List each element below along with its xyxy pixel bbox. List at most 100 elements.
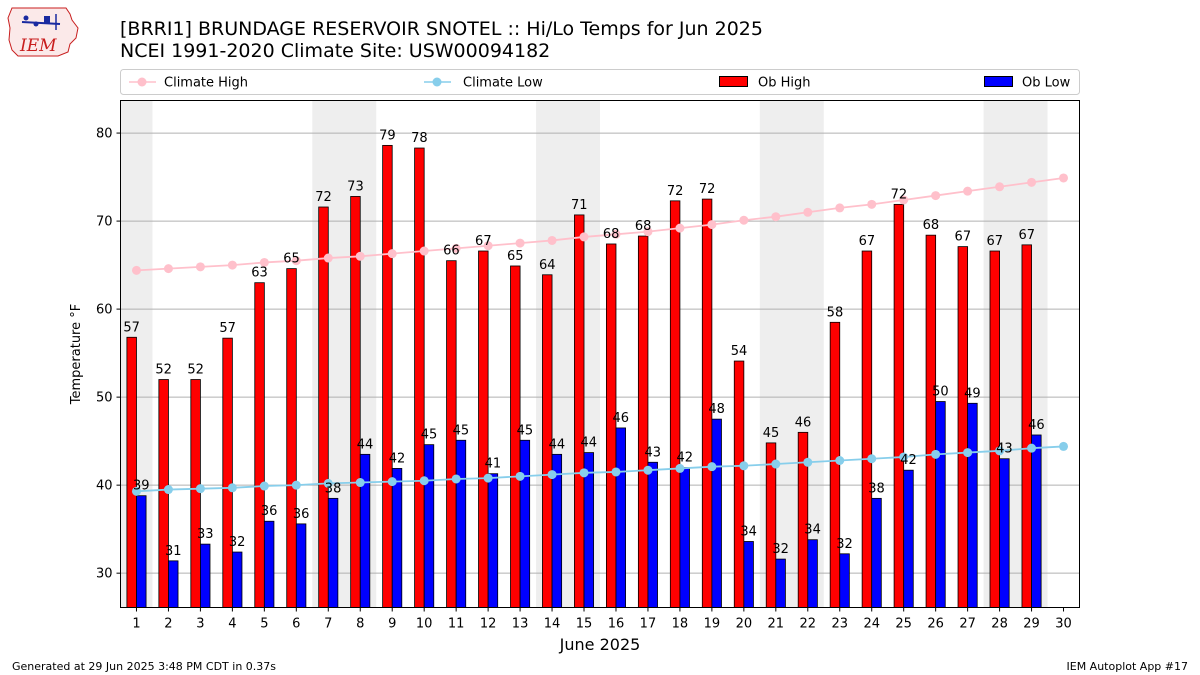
x-tick-label: 19 — [704, 617, 721, 632]
ob-high-bar — [861, 250, 873, 608]
climate-high-point — [355, 251, 365, 261]
climate-low-point — [739, 461, 749, 471]
x-tick-label: 28 — [991, 617, 1008, 632]
y-axis: 30 40 50 60 70 80 — [96, 127, 121, 582]
legend-frame — [120, 69, 1080, 95]
legend-climate-high-marker — [137, 77, 147, 87]
climate-high-point — [835, 203, 845, 213]
ob-high-value-label: 68 — [923, 218, 940, 233]
climate-low-point — [963, 448, 973, 458]
ob-low-bar — [487, 473, 499, 608]
climate-high-point — [739, 215, 749, 225]
ob-low-bar — [615, 427, 626, 608]
climate-low-point — [1027, 443, 1037, 453]
ob-low-bar — [327, 497, 339, 608]
x-tick-label: 13 — [512, 617, 529, 632]
chart-subtitle: NCEI 1991-2020 Climate Site: USW00094182 — [120, 40, 550, 62]
climate-low-point — [483, 473, 493, 483]
x-tick-label: 16 — [608, 617, 625, 632]
x-tick-label: 29 — [1023, 617, 1040, 632]
climate-low-point — [931, 449, 941, 459]
climate-low-point — [131, 486, 141, 496]
ob-low-bar — [967, 402, 978, 608]
ob-low-value-label: 45 — [517, 423, 534, 438]
climate-high-point — [707, 220, 717, 230]
ob-low-bar — [391, 468, 403, 608]
ob-high-value-label: 67 — [859, 234, 876, 249]
ob-low-bar — [775, 558, 786, 608]
climate-high-point — [771, 212, 781, 222]
climate-high-point — [611, 229, 621, 239]
climate-low-point — [835, 456, 845, 466]
climate-high-point — [483, 241, 493, 251]
x-tick-label: 10 — [416, 617, 433, 632]
ob-low-bar — [647, 461, 658, 608]
climate-low-point — [643, 465, 653, 475]
x-tick-label: 2 — [164, 617, 172, 632]
x-tick-label: 14 — [544, 617, 561, 632]
climate-high-point — [899, 195, 909, 205]
ob-low-value-label: 34 — [740, 524, 757, 539]
ob-high-bar — [925, 234, 937, 608]
ob-high-bar — [637, 235, 649, 608]
ob-high-bar — [574, 214, 585, 608]
climate-low-point — [579, 468, 589, 478]
ob-high-value-label: 78 — [411, 131, 428, 146]
climate-low-point — [259, 481, 269, 491]
ob-low-value-label: 36 — [261, 504, 278, 519]
ob-low-value-label: 48 — [708, 402, 725, 417]
ob-high-bar — [989, 250, 1000, 608]
climate-high-point — [131, 265, 141, 275]
x-axis-label: June 2025 — [559, 635, 641, 654]
ob-high-value-label: 66 — [443, 244, 460, 259]
climate-high-point — [259, 257, 269, 267]
x-tick-label: 12 — [480, 617, 497, 632]
climate-high-point — [867, 199, 877, 209]
x-tick-label: 11 — [448, 617, 465, 632]
y-tick-label: 50 — [96, 391, 113, 406]
ob-high-value-label: 68 — [603, 227, 620, 242]
climate-high-point — [163, 264, 173, 274]
x-tick-label: 3 — [196, 617, 204, 632]
climate-high-point — [323, 253, 333, 263]
climate-high-point — [515, 238, 525, 248]
ob-high-value-label: 67 — [955, 230, 972, 245]
climate-low-point — [323, 478, 333, 488]
x-tick-label: 30 — [1055, 617, 1072, 632]
climate-high-point — [995, 182, 1005, 192]
climate-high-point — [547, 235, 557, 245]
ob-low-bar — [1031, 434, 1042, 608]
ob-low-value-label: 31 — [165, 544, 182, 559]
ob-low-bar — [136, 495, 147, 608]
ob-low-value-label: 42 — [900, 453, 917, 468]
ob-low-bar — [743, 541, 754, 608]
ob-high-value-label: 46 — [795, 415, 812, 430]
climate-low-point — [387, 477, 397, 487]
ob-high-value-label: 72 — [891, 187, 908, 202]
legend-ob-low-swatch — [984, 76, 1013, 87]
legend-ob-low-label: Ob Low — [1022, 76, 1071, 91]
ob-low-value-label: 44 — [549, 437, 566, 452]
ob-low-value-label: 36 — [293, 507, 310, 522]
y-tick-label: 70 — [96, 215, 113, 230]
ob-high-bar — [669, 200, 681, 608]
climate-low-point — [163, 485, 173, 495]
legend: Climate High Climate Low Ob High Ob Low — [120, 69, 1080, 95]
climate-low-point — [355, 478, 365, 488]
iem-logo: IEM — [7, 7, 79, 57]
ob-low-bar — [519, 439, 531, 608]
x-tick-label: 5 — [260, 617, 268, 632]
ob-high-bar — [733, 360, 745, 608]
ob-low-value-label: 44 — [357, 437, 374, 452]
x-tick-label: 7 — [324, 617, 332, 632]
y-axis-label: Temperature °F — [69, 304, 84, 405]
ob-high-value-label: 54 — [731, 344, 748, 359]
climate-low-point — [867, 454, 877, 464]
ob-low-value-label: 45 — [453, 423, 470, 438]
climate-low-point — [227, 483, 237, 493]
ob-high-value-label: 67 — [987, 234, 1004, 249]
x-tick-label: 26 — [927, 617, 944, 632]
climate-low-point — [803, 457, 813, 467]
x-tick-label: 6 — [292, 617, 300, 632]
ob-high-value-label: 67 — [1018, 228, 1035, 243]
